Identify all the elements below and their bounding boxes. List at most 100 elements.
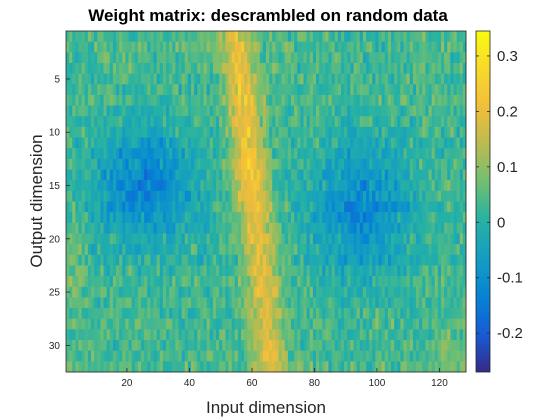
heatmap-cell	[428, 265, 433, 277]
heatmap-cell	[103, 222, 108, 234]
heatmap-cell	[284, 31, 289, 43]
heatmap-cell	[287, 126, 292, 138]
heatmap-cell	[303, 169, 308, 181]
heatmap-cell	[303, 212, 308, 224]
heatmap-cell	[97, 265, 101, 277]
heatmap-cell	[137, 116, 142, 128]
heatmap-cell	[262, 116, 267, 128]
heatmap-cell	[219, 233, 223, 245]
heatmap-cell	[78, 116, 83, 128]
heatmap-cell	[306, 137, 311, 149]
heatmap-cell	[303, 361, 308, 373]
heatmap-cell	[162, 158, 167, 170]
heatmap-cell	[375, 244, 379, 256]
heatmap-cell	[262, 180, 267, 192]
heatmap-cell	[316, 148, 320, 160]
heatmap-cell	[453, 233, 458, 245]
heatmap-cell	[419, 190, 423, 202]
heatmap-cell	[222, 361, 226, 373]
heatmap-cell	[212, 94, 217, 106]
heatmap-cell	[144, 94, 148, 106]
heatmap-cell	[437, 201, 442, 213]
heatmap-cell	[291, 73, 295, 85]
heatmap-cell	[259, 148, 264, 160]
heatmap-cell	[69, 180, 73, 192]
heatmap-cell	[303, 31, 308, 43]
heatmap-cell	[244, 41, 248, 53]
heatmap-cell	[425, 361, 429, 373]
heatmap-cell	[319, 148, 323, 160]
heatmap-cell	[331, 137, 336, 149]
heatmap-cell	[231, 361, 236, 373]
heatmap-cell	[387, 148, 392, 160]
heatmap-cell	[269, 361, 273, 373]
heatmap-cell	[328, 233, 333, 245]
heatmap-cell	[141, 31, 145, 43]
heatmap-cell	[359, 276, 364, 288]
heatmap-cell	[341, 329, 345, 341]
heatmap-cell	[184, 233, 189, 245]
heatmap-cell	[394, 148, 398, 160]
heatmap-cell	[203, 233, 208, 245]
heatmap-cell	[253, 212, 258, 224]
heatmap-cell	[247, 212, 251, 224]
heatmap-cell	[191, 116, 195, 128]
heatmap-cell	[434, 212, 439, 224]
heatmap-cell	[287, 116, 292, 128]
heatmap-cell	[356, 148, 361, 160]
heatmap-cell	[106, 233, 111, 245]
heatmap-cell	[147, 329, 151, 341]
heatmap-cell	[206, 297, 211, 309]
heatmap-cell	[362, 158, 367, 170]
heatmap-cell	[97, 222, 101, 234]
heatmap-cell	[444, 94, 448, 106]
heatmap-cell	[331, 340, 336, 352]
heatmap-cell	[81, 329, 86, 341]
heatmap-cell	[347, 31, 351, 43]
heatmap-cell	[172, 137, 176, 149]
heatmap-cell	[109, 212, 114, 224]
heatmap-cell	[303, 94, 308, 106]
heatmap-cell	[362, 52, 367, 64]
heatmap-cell	[87, 116, 92, 128]
heatmap-cell	[369, 105, 373, 117]
heatmap-cell	[412, 116, 417, 128]
heatmap-cell	[137, 31, 142, 43]
heatmap-cell	[144, 62, 148, 75]
heatmap-cell	[128, 308, 133, 320]
heatmap-cell	[66, 116, 70, 128]
heatmap-cell	[325, 212, 329, 224]
heatmap-cell	[87, 137, 92, 149]
heatmap-cell	[331, 222, 336, 234]
heatmap-cell	[150, 31, 154, 43]
heatmap-cell	[134, 190, 139, 202]
heatmap-cell	[244, 361, 248, 373]
heatmap-cell	[287, 212, 292, 224]
heatmap-cell	[216, 361, 220, 373]
heatmap-cell	[316, 340, 320, 352]
heatmap-cell	[303, 276, 308, 288]
heatmap-cell	[450, 297, 454, 309]
heatmap-cell	[81, 137, 86, 149]
heatmap-cell	[141, 254, 145, 266]
heatmap-cell	[259, 254, 264, 266]
heatmap-cell	[197, 254, 201, 266]
heatmap-cell	[459, 201, 464, 213]
heatmap-cell	[194, 276, 198, 288]
heatmap-cell	[300, 137, 304, 149]
heatmap-cell	[400, 212, 404, 224]
heatmap-cell	[184, 137, 189, 149]
heatmap-cell	[75, 233, 79, 245]
heatmap-cell	[350, 297, 354, 309]
heatmap-cell	[444, 158, 448, 170]
heatmap-cell	[209, 212, 214, 224]
heatmap-cell	[128, 244, 133, 256]
heatmap-cell	[197, 340, 201, 352]
heatmap-cell	[309, 244, 314, 256]
heatmap-cell	[241, 201, 245, 213]
heatmap-cell	[209, 41, 214, 53]
heatmap-cell	[78, 137, 83, 149]
heatmap-cell	[141, 233, 145, 245]
heatmap-cell	[200, 158, 204, 170]
heatmap-cell	[159, 169, 164, 181]
